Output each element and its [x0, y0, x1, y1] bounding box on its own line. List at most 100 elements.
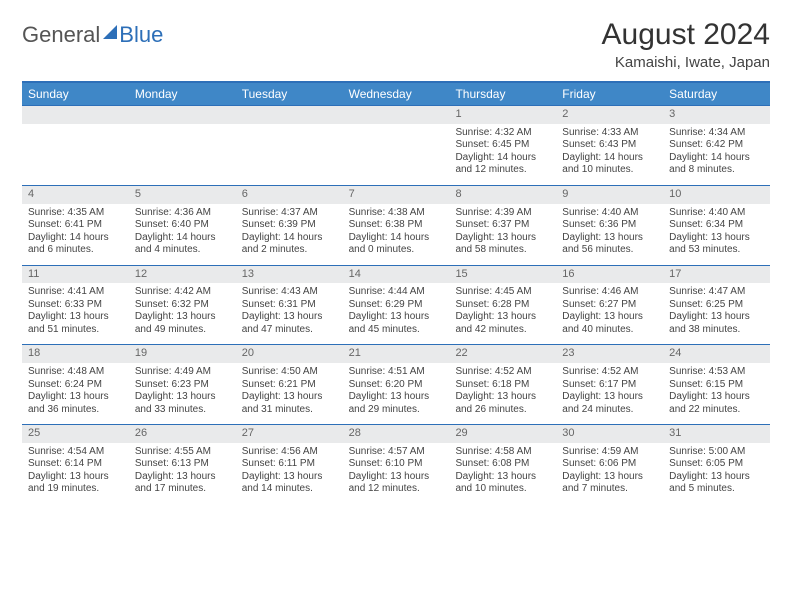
day-number: 31	[663, 425, 770, 443]
day-number: 5	[129, 186, 236, 204]
day-number: 23	[556, 345, 663, 363]
day-body: Sunrise: 4:50 AMSunset: 6:21 PMDaylight:…	[236, 363, 343, 424]
logo-icon	[103, 25, 117, 39]
calendar-day: 12Sunrise: 4:42 AMSunset: 6:32 PMDayligh…	[129, 266, 236, 345]
sunrise-text: Sunrise: 4:55 AM	[135, 446, 230, 459]
sunset-text: Sunset: 6:27 PM	[562, 299, 657, 312]
sunrise-text: Sunrise: 4:50 AM	[242, 366, 337, 379]
title-block: August 2024 Kamaishi, Iwate, Japan	[602, 18, 770, 71]
brand-logo: General Blue	[22, 18, 163, 48]
sunrise-text: Sunrise: 4:45 AM	[455, 286, 550, 299]
day-body	[343, 124, 450, 135]
day-number: .	[236, 106, 343, 124]
daylight-text: Daylight: 13 hours and 12 minutes.	[349, 471, 444, 496]
page-title: August 2024	[602, 18, 770, 52]
day-number: 28	[343, 425, 450, 443]
calendar-day: 19Sunrise: 4:49 AMSunset: 6:23 PMDayligh…	[129, 345, 236, 424]
sunrise-text: Sunrise: 4:52 AM	[562, 366, 657, 379]
calendar-day: 6Sunrise: 4:37 AMSunset: 6:39 PMDaylight…	[236, 186, 343, 265]
daylight-text: Daylight: 13 hours and 17 minutes.	[135, 471, 230, 496]
day-number: 26	[129, 425, 236, 443]
day-body: Sunrise: 4:42 AMSunset: 6:32 PMDaylight:…	[129, 283, 236, 344]
day-number: 21	[343, 345, 450, 363]
day-number: .	[129, 106, 236, 124]
sunset-text: Sunset: 6:38 PM	[349, 219, 444, 232]
day-body: Sunrise: 4:47 AMSunset: 6:25 PMDaylight:…	[663, 283, 770, 344]
day-number: 19	[129, 345, 236, 363]
day-body: Sunrise: 4:44 AMSunset: 6:29 PMDaylight:…	[343, 283, 450, 344]
sunset-text: Sunset: 6:14 PM	[28, 458, 123, 471]
daylight-text: Daylight: 13 hours and 5 minutes.	[669, 471, 764, 496]
sunset-text: Sunset: 6:45 PM	[455, 139, 550, 152]
sunrise-text: Sunrise: 4:46 AM	[562, 286, 657, 299]
calendar-week: 25Sunrise: 4:54 AMSunset: 6:14 PMDayligh…	[22, 424, 770, 504]
day-body: Sunrise: 4:49 AMSunset: 6:23 PMDaylight:…	[129, 363, 236, 424]
sunset-text: Sunset: 6:40 PM	[135, 219, 230, 232]
day-body	[236, 124, 343, 135]
sunset-text: Sunset: 6:18 PM	[455, 379, 550, 392]
sunrise-text: Sunrise: 4:36 AM	[135, 207, 230, 220]
calendar-day: 4Sunrise: 4:35 AMSunset: 6:41 PMDaylight…	[22, 186, 129, 265]
sunset-text: Sunset: 6:37 PM	[455, 219, 550, 232]
daylight-text: Daylight: 14 hours and 12 minutes.	[455, 152, 550, 177]
day-number: 16	[556, 266, 663, 284]
sunset-text: Sunset: 6:31 PM	[242, 299, 337, 312]
location-label: Kamaishi, Iwate, Japan	[602, 54, 770, 71]
day-number: 3	[663, 106, 770, 124]
day-number: 24	[663, 345, 770, 363]
weekday-header: Friday	[556, 83, 663, 105]
sunrise-text: Sunrise: 4:41 AM	[28, 286, 123, 299]
sunset-text: Sunset: 6:39 PM	[242, 219, 337, 232]
day-body: Sunrise: 4:56 AMSunset: 6:11 PMDaylight:…	[236, 443, 343, 504]
calendar-day: 26Sunrise: 4:55 AMSunset: 6:13 PMDayligh…	[129, 425, 236, 504]
sunrise-text: Sunrise: 4:42 AM	[135, 286, 230, 299]
calendar-week: ....1Sunrise: 4:32 AMSunset: 6:45 PMDayl…	[22, 105, 770, 185]
daylight-text: Daylight: 14 hours and 8 minutes.	[669, 152, 764, 177]
sunset-text: Sunset: 6:25 PM	[669, 299, 764, 312]
day-body	[129, 124, 236, 135]
day-body: Sunrise: 4:35 AMSunset: 6:41 PMDaylight:…	[22, 204, 129, 265]
weekday-header: Wednesday	[343, 83, 450, 105]
brand-part1: General	[22, 22, 100, 48]
day-body: Sunrise: 4:58 AMSunset: 6:08 PMDaylight:…	[449, 443, 556, 504]
sunrise-text: Sunrise: 4:37 AM	[242, 207, 337, 220]
sunrise-text: Sunrise: 4:52 AM	[455, 366, 550, 379]
calendar: Sunday Monday Tuesday Wednesday Thursday…	[22, 81, 770, 504]
sunrise-text: Sunrise: 4:38 AM	[349, 207, 444, 220]
calendar-day: 18Sunrise: 4:48 AMSunset: 6:24 PMDayligh…	[22, 345, 129, 424]
day-number: 14	[343, 266, 450, 284]
sunset-text: Sunset: 6:11 PM	[242, 458, 337, 471]
daylight-text: Daylight: 13 hours and 45 minutes.	[349, 311, 444, 336]
weekday-header-row: Sunday Monday Tuesday Wednesday Thursday…	[22, 83, 770, 105]
calendar-day: 13Sunrise: 4:43 AMSunset: 6:31 PMDayligh…	[236, 266, 343, 345]
calendar-day: 29Sunrise: 4:58 AMSunset: 6:08 PMDayligh…	[449, 425, 556, 504]
sunrise-text: Sunrise: 4:44 AM	[349, 286, 444, 299]
calendar-day: 17Sunrise: 4:47 AMSunset: 6:25 PMDayligh…	[663, 266, 770, 345]
day-number: 20	[236, 345, 343, 363]
day-body: Sunrise: 4:43 AMSunset: 6:31 PMDaylight:…	[236, 283, 343, 344]
sunrise-text: Sunrise: 4:51 AM	[349, 366, 444, 379]
calendar-day: 15Sunrise: 4:45 AMSunset: 6:28 PMDayligh…	[449, 266, 556, 345]
daylight-text: Daylight: 13 hours and 53 minutes.	[669, 232, 764, 257]
sunrise-text: Sunrise: 4:58 AM	[455, 446, 550, 459]
sunset-text: Sunset: 6:05 PM	[669, 458, 764, 471]
sunset-text: Sunset: 6:41 PM	[28, 219, 123, 232]
day-body: Sunrise: 4:48 AMSunset: 6:24 PMDaylight:…	[22, 363, 129, 424]
day-number: 15	[449, 266, 556, 284]
sunset-text: Sunset: 6:06 PM	[562, 458, 657, 471]
daylight-text: Daylight: 13 hours and 31 minutes.	[242, 391, 337, 416]
day-body: Sunrise: 4:46 AMSunset: 6:27 PMDaylight:…	[556, 283, 663, 344]
sunset-text: Sunset: 6:24 PM	[28, 379, 123, 392]
calendar-day: 2Sunrise: 4:33 AMSunset: 6:43 PMDaylight…	[556, 106, 663, 185]
weekday-header: Saturday	[663, 83, 770, 105]
day-number: 18	[22, 345, 129, 363]
sunrise-text: Sunrise: 4:48 AM	[28, 366, 123, 379]
calendar-day: 24Sunrise: 4:53 AMSunset: 6:15 PMDayligh…	[663, 345, 770, 424]
calendar-day: 16Sunrise: 4:46 AMSunset: 6:27 PMDayligh…	[556, 266, 663, 345]
day-body: Sunrise: 4:52 AMSunset: 6:18 PMDaylight:…	[449, 363, 556, 424]
calendar-day: 3Sunrise: 4:34 AMSunset: 6:42 PMDaylight…	[663, 106, 770, 185]
calendar-day: 8Sunrise: 4:39 AMSunset: 6:37 PMDaylight…	[449, 186, 556, 265]
daylight-text: Daylight: 13 hours and 36 minutes.	[28, 391, 123, 416]
sunset-text: Sunset: 6:36 PM	[562, 219, 657, 232]
day-body: Sunrise: 4:54 AMSunset: 6:14 PMDaylight:…	[22, 443, 129, 504]
